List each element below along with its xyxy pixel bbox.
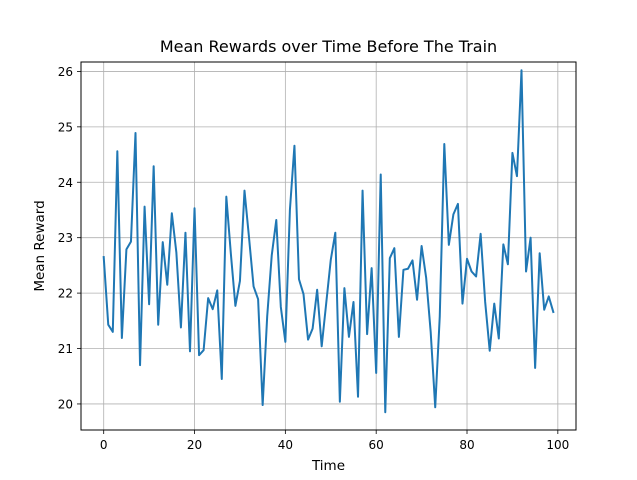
- x-tick-label: 60: [369, 438, 384, 452]
- y-tick-label: 23: [58, 231, 73, 245]
- x-tick-label: 100: [546, 438, 569, 452]
- x-axis-label: Time: [311, 458, 345, 474]
- series-line: [102, 69, 555, 414]
- axes-frame: [80, 61, 577, 431]
- y-axis-ticks: 20 21 22 23 24 25 26: [58, 65, 81, 411]
- y-tick-label: 24: [58, 176, 73, 190]
- y-tick-label: 22: [58, 287, 73, 301]
- y-tick-label: 20: [58, 397, 73, 411]
- x-tick-label: 20: [187, 438, 202, 452]
- y-tick-label: 21: [58, 342, 73, 356]
- x-tick-label: 40: [278, 438, 293, 452]
- x-tick-label: 80: [459, 438, 474, 452]
- x-tick-label: 0: [100, 438, 108, 452]
- y-tick-label: 25: [58, 120, 73, 134]
- y-tick-label: 26: [58, 65, 73, 79]
- grid-lines: [81, 62, 576, 430]
- chart-title: Mean Rewards over Time Before The Train: [160, 37, 497, 56]
- x-axis-ticks: 0 20 40 60 80 100: [100, 430, 569, 452]
- y-axis-label: Mean Reward: [32, 200, 48, 291]
- data-series: [102, 69, 555, 414]
